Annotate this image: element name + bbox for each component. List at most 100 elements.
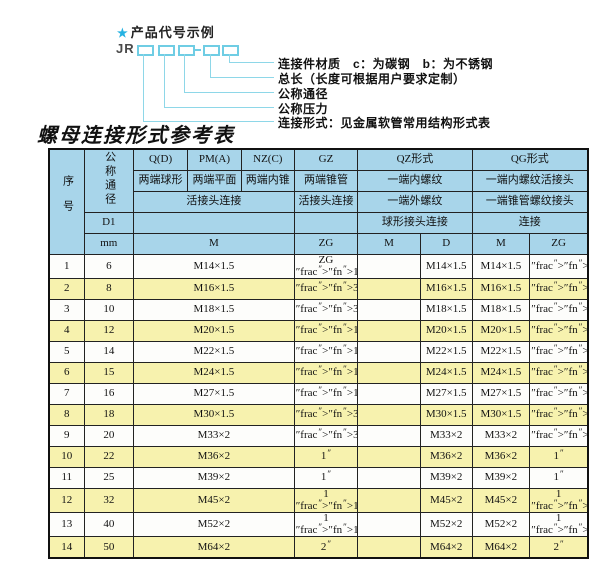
header-conn-qg: 连接 <box>471 212 589 234</box>
row-no: 3 <box>48 299 85 322</box>
header-desc-pma: 两端平面 <box>187 170 242 192</box>
row-qg-zg-value: ″frac″>″fn″>3″fd″>8″ <box>529 299 589 322</box>
row-qg-zg-value: ″frac″>″fn″>1″fd″>4″ <box>529 253 589 280</box>
header-conn-gz: 活接头连接 <box>293 191 359 213</box>
row-dn: 8 <box>83 278 135 301</box>
header-desc-qd: 两端球形 <box>133 170 188 192</box>
row-qz-d-value: M18×1.5 <box>419 299 473 322</box>
row-qz-d-value: M64×2 <box>419 536 473 559</box>
row-dn: 6 <box>83 253 135 280</box>
row-qz-m-value <box>357 488 421 514</box>
row-no: 13 <box>48 512 85 538</box>
table-row: 412M20×1.5″frac″>″fn″>1″fd″>2″M20×1.5M20… <box>48 320 589 343</box>
row-qz-m-value <box>357 299 421 322</box>
row-qg-m-value: M24×1.5 <box>471 362 531 385</box>
row-qz-m-value <box>357 512 421 538</box>
table-row: 920M33×2″frac″>″fn″>3″fd″>4″M33×2M33×2″f… <box>48 425 589 448</box>
row-qz-m-value <box>357 383 421 406</box>
row-gz-value: ″frac″>″fn″>1″fd″>2″ <box>293 341 359 364</box>
header-desc-nzc: 两端内锥 <box>240 170 295 192</box>
row-qg-zg-value: 2″ <box>529 536 589 559</box>
header-code-qg: QG形式 <box>471 148 589 171</box>
row-gz-value: ″frac″>″fn″>3″fd″>4″ <box>293 425 359 448</box>
table-row: 28M16×1.5″frac″>″fn″>3″fd″>8″M16×1.5M16×… <box>48 278 589 301</box>
row-qg-zg-value: ″frac″>″fn″>1″fd″>2″ <box>529 320 589 343</box>
row-gz-value: ″frac″>″fn″>3″fd″>8″ <box>293 299 359 322</box>
row-no: 12 <box>48 488 85 514</box>
row-no: 5 <box>48 341 85 364</box>
row-qz-m-value <box>357 446 421 469</box>
row-m-value: M20×1.5 <box>133 320 295 343</box>
row-dn: 25 <box>83 467 135 490</box>
row-m-value: M45×2 <box>133 488 295 514</box>
row-qg-zg-value: ″frac″>″fn″>3″fd″>4″ <box>529 404 589 427</box>
row-no: 10 <box>48 446 85 469</box>
row-gz-value: ″frac″>″fn″>1″fd″>2″ <box>293 383 359 406</box>
row-qz-m-value <box>357 278 421 301</box>
table-row: 818M30×1.5″frac″>″fn″>3″fd″>4″M30×1.5M30… <box>48 404 589 427</box>
table-row: 310M18×1.5″frac″>″fn″>3″fd″>8″M18×1.5M18… <box>48 299 589 322</box>
header-unit-qz-m: M <box>357 233 421 255</box>
row-qz-d-value: M45×2 <box>419 488 473 514</box>
row-no: 7 <box>48 383 85 406</box>
row-dn: 32 <box>83 488 135 514</box>
row-dn: 14 <box>83 341 135 364</box>
header-empty-qpn <box>133 212 295 234</box>
code-box-1 <box>137 45 154 56</box>
diagram-heading-text: 产品代号示例 <box>130 25 215 40</box>
header-code-nzc: NZ(C) <box>240 148 295 171</box>
row-m-value: M24×1.5 <box>133 362 295 385</box>
row-gz-value: ″frac″>″fn″>1″fd″>2″ <box>293 320 359 343</box>
row-dn: 20 <box>83 425 135 448</box>
row-qz-m-value <box>357 425 421 448</box>
connector-line <box>229 54 230 62</box>
connector-line <box>143 54 144 121</box>
row-m-value: M33×2 <box>133 425 295 448</box>
diagram-heading: ★ 产品代号示例 <box>117 22 215 41</box>
header-desc-qz: 一端内螺纹 <box>357 170 473 192</box>
row-qg-zg-value: 1 ″frac″>″fn″>1″fd″>2″ <box>529 512 589 538</box>
row-qz-d-value: M27×1.5 <box>419 383 473 406</box>
row-m-value: M18×1.5 <box>133 299 295 322</box>
row-no: 2 <box>48 278 85 301</box>
row-m-value: M39×2 <box>133 467 295 490</box>
row-gz-value: 2″ <box>293 536 359 559</box>
row-gz-value: ″frac″>″fn″>3″fd″>4″ <box>293 404 359 427</box>
row-dn: 16 <box>83 383 135 406</box>
row-dn: 18 <box>83 404 135 427</box>
row-qg-zg-value: ″frac″>″fn″>3″fd″>4″ <box>529 425 589 448</box>
row-qg-m-value: M22×1.5 <box>471 341 531 364</box>
row-qg-zg-value: ″frac″>″fn″>1″fd″>2″ <box>529 341 589 364</box>
product-code-diagram: ★ 产品代号示例 JR 连接件材质 c：为碳钢 b：为不锈钢 总长（长度可根据用户… <box>0 0 600 148</box>
connector-line <box>164 107 274 108</box>
table-header: 序号 公称通径 Q(D) PM(A) NZ(C) GZ QZ形式 QG形式 两端… <box>48 148 589 255</box>
header-xuhao: 序号 <box>48 148 85 255</box>
row-gz-value: ZG ″frac″>″fn″>1″fd″>4″ <box>293 253 359 280</box>
connector-line <box>210 54 211 77</box>
row-qg-m-value: M52×2 <box>471 512 531 538</box>
row-qg-m-value: M45×2 <box>471 488 531 514</box>
header-code-gz: GZ <box>293 148 359 171</box>
table-row: 11 25 M39×2 1″ M39×2 M39×2 1″ <box>48 467 589 490</box>
row-gz-value: 1″ <box>293 446 359 469</box>
row-gz-value: 1 ″frac″>″fn″>1″fd″>4″ <box>293 488 359 514</box>
product-code-prefix: JR <box>116 41 135 56</box>
row-qz-d-value: M52×2 <box>419 512 473 538</box>
table-row: 514M22×1.5″frac″>″fn″>1″fd″>2″M22×1.5M22… <box>48 341 589 364</box>
header-code-qd: Q(D) <box>133 148 188 171</box>
header-unit-m: M <box>133 233 295 255</box>
table-title: 螺母连接形式参考表 <box>37 125 235 147</box>
row-dn: 12 <box>83 320 135 343</box>
row-no: 6 <box>48 362 85 385</box>
header-conn-qz: 球形接头连接 <box>357 212 473 234</box>
row-m-value: M27×1.5 <box>133 383 295 406</box>
row-gz-value: 1 ″frac″>″fn″>1″fd″>2″ <box>293 512 359 538</box>
header-unit-qg-zg: ZG <box>529 233 589 255</box>
row-qz-d-value: M33×2 <box>419 425 473 448</box>
row-m-value: M14×1.5 <box>133 253 295 280</box>
row-qg-m-value: M30×1.5 <box>471 404 531 427</box>
connector-line <box>143 121 274 122</box>
connector-line <box>184 92 274 93</box>
table-row: 10 22 M36×2 1″ M36×2 M36×2 1″ <box>48 446 589 469</box>
